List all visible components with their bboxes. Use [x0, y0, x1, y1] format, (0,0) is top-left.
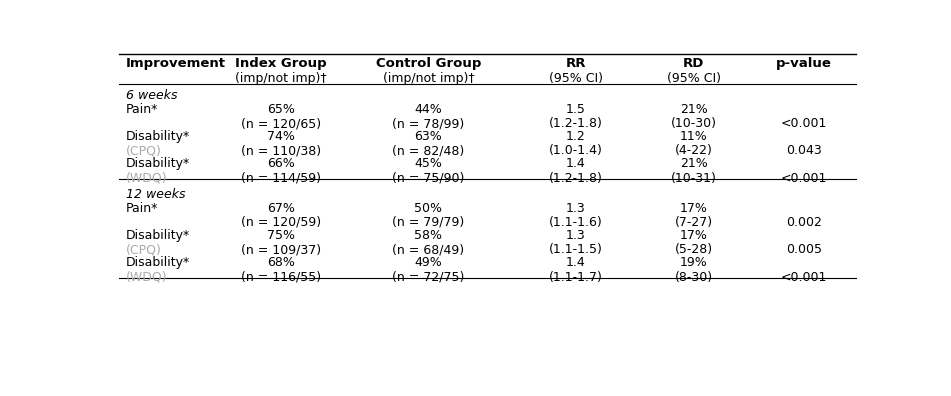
Text: (95% CI): (95% CI) [667, 72, 721, 85]
Text: <0.001: <0.001 [781, 270, 827, 284]
Text: 65%: 65% [267, 103, 295, 116]
Text: (n = 68/49): (n = 68/49) [393, 243, 464, 256]
Text: <0.001: <0.001 [781, 117, 827, 130]
Text: 67%: 67% [267, 202, 295, 215]
Text: 1.5: 1.5 [566, 103, 586, 116]
Text: 0.002: 0.002 [786, 216, 823, 229]
Text: 0.005: 0.005 [786, 243, 823, 256]
Text: (CPQ): (CPQ) [126, 145, 162, 157]
Text: 21%: 21% [680, 103, 708, 116]
Text: (1.1-1.6): (1.1-1.6) [549, 216, 603, 229]
Text: 1.3: 1.3 [566, 202, 586, 215]
Text: 17%: 17% [680, 229, 708, 242]
Text: Pain*: Pain* [126, 103, 159, 116]
Text: (n = 78/99): (n = 78/99) [393, 117, 464, 130]
Text: 6 weeks: 6 weeks [126, 89, 178, 102]
Text: Disability*: Disability* [126, 130, 190, 143]
Text: (95% CI): (95% CI) [549, 72, 603, 85]
Text: <0.001: <0.001 [781, 171, 827, 185]
Text: 1.4: 1.4 [566, 157, 586, 170]
Text: (n = 72/75): (n = 72/75) [392, 270, 465, 284]
Text: 1.4: 1.4 [566, 256, 586, 269]
Text: (1.2-1.8): (1.2-1.8) [549, 117, 603, 130]
Text: (7-27): (7-27) [674, 216, 713, 229]
Text: 68%: 68% [267, 256, 295, 269]
Text: (1.0-1.4): (1.0-1.4) [549, 145, 603, 157]
Text: 1.3: 1.3 [566, 229, 586, 242]
Text: Control Group: Control Group [376, 57, 481, 70]
Text: (1.1-1.7): (1.1-1.7) [549, 270, 603, 284]
Text: (8-30): (8-30) [674, 270, 713, 284]
Text: 74%: 74% [267, 130, 295, 143]
Text: Index Group: Index Group [235, 57, 327, 70]
Text: (n = 110/38): (n = 110/38) [241, 145, 321, 157]
Text: (n = 75/90): (n = 75/90) [392, 171, 465, 185]
Text: (5-28): (5-28) [674, 243, 713, 256]
Text: 50%: 50% [415, 202, 442, 215]
Text: Pain*: Pain* [126, 202, 159, 215]
Text: (n = 120/65): (n = 120/65) [241, 117, 321, 130]
Text: Disability*: Disability* [126, 256, 190, 269]
Text: 44%: 44% [415, 103, 442, 116]
Text: Disability*: Disability* [126, 157, 190, 170]
Text: (WDQ): (WDQ) [126, 171, 168, 185]
Text: (n = 82/48): (n = 82/48) [393, 145, 464, 157]
Text: Improvement: Improvement [126, 57, 226, 70]
Text: 19%: 19% [680, 256, 708, 269]
Text: 11%: 11% [680, 130, 708, 143]
Text: (imp/not imp)†: (imp/not imp)† [382, 72, 475, 85]
Text: p-value: p-value [776, 57, 832, 70]
Text: 75%: 75% [267, 229, 295, 242]
Text: 12 weeks: 12 weeks [126, 188, 185, 201]
Text: RD: RD [683, 57, 705, 70]
Text: 63%: 63% [415, 130, 442, 143]
Text: 49%: 49% [415, 256, 442, 269]
Text: (1.2-1.8): (1.2-1.8) [549, 171, 603, 185]
Text: 0.043: 0.043 [786, 145, 823, 157]
Text: (WDQ): (WDQ) [126, 270, 168, 284]
Text: (n = 114/59): (n = 114/59) [241, 171, 321, 185]
Text: (10-30): (10-30) [670, 117, 717, 130]
Text: (4-22): (4-22) [675, 145, 712, 157]
Text: (n = 120/59): (n = 120/59) [241, 216, 321, 229]
Text: 21%: 21% [680, 157, 708, 170]
Text: (imp/not imp)†: (imp/not imp)† [235, 72, 327, 85]
Text: 66%: 66% [267, 157, 295, 170]
Text: 45%: 45% [415, 157, 442, 170]
Text: 58%: 58% [415, 229, 442, 242]
Text: 1.2: 1.2 [566, 130, 586, 143]
Text: (CPQ): (CPQ) [126, 243, 162, 256]
Text: (n = 109/37): (n = 109/37) [241, 243, 321, 256]
Text: (n = 116/55): (n = 116/55) [241, 270, 321, 284]
Text: (1.1-1.5): (1.1-1.5) [549, 243, 603, 256]
Text: 17%: 17% [680, 202, 708, 215]
Text: (n = 79/79): (n = 79/79) [393, 216, 464, 229]
Text: RR: RR [566, 57, 586, 70]
Text: Disability*: Disability* [126, 229, 190, 242]
Text: (10-31): (10-31) [670, 171, 717, 185]
